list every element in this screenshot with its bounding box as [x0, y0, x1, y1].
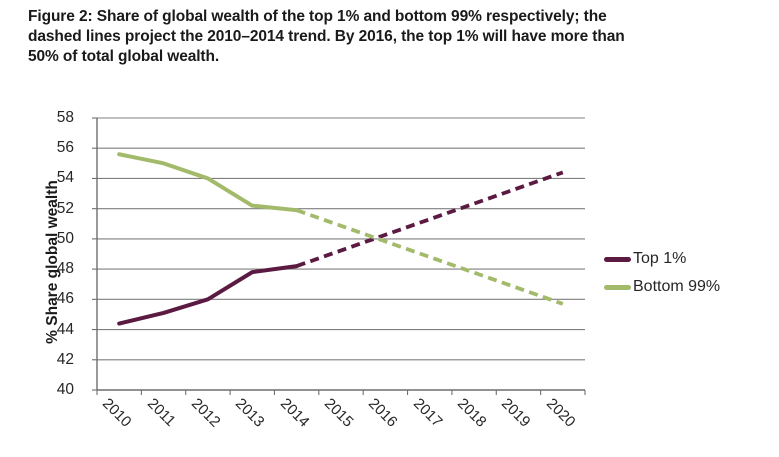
figure-title-line-1: Figure 2: Share of global wealth of the … — [28, 8, 607, 25]
y-tick-label: 52 — [56, 199, 74, 217]
legend-swatch-bottom99-line — [604, 284, 631, 290]
legend-label-bottom99: Bottom 99% — [633, 278, 721, 295]
y-tick-label: 48 — [56, 260, 74, 278]
y-tick-label: 44 — [56, 320, 74, 338]
figure-title-line-3: 50% of total global wealth. — [28, 48, 220, 65]
bottom-99--line — [117, 152, 299, 213]
bottom-99-projection-line — [296, 208, 564, 306]
legend-item-bottom99: Bottom 99% — [604, 278, 720, 296]
y-tick-label: 56 — [56, 139, 74, 157]
top-1--line — [117, 264, 299, 326]
y-tick-label: 40 — [56, 381, 74, 398]
legend: Top 1% Bottom 99% — [604, 250, 720, 296]
y-tick-label: 46 — [56, 290, 74, 308]
y-tick-label: 54 — [56, 169, 74, 187]
y-tick-label: 58 — [56, 109, 74, 126]
figure-title-line-2: dashed lines project the 2010–2014 trend… — [28, 28, 625, 45]
top-1-projection-line — [296, 170, 564, 268]
y-tick-label: 50 — [56, 229, 74, 247]
y-tick-label: 42 — [56, 350, 74, 368]
legend-swatch-top1-line — [604, 256, 631, 262]
legend-label-top1: Top 1% — [633, 250, 687, 267]
legend-item-top1: Top 1% — [604, 250, 720, 268]
figure-title: Figure 2: Share of global wealth of the … — [28, 7, 625, 67]
